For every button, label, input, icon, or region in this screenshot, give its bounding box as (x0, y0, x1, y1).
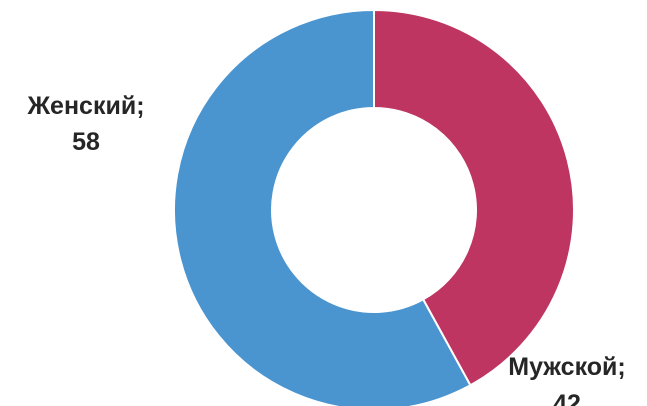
slice-female (173, 8, 472, 406)
data-label-female-value: 58 (72, 128, 100, 156)
slice-male (373, 8, 575, 387)
data-label-male-name: Мужской; (508, 353, 625, 381)
data-label-female-name: Женский; (26, 92, 144, 120)
donut-slices (173, 8, 575, 406)
data-label-male-value: 42 (553, 390, 581, 406)
